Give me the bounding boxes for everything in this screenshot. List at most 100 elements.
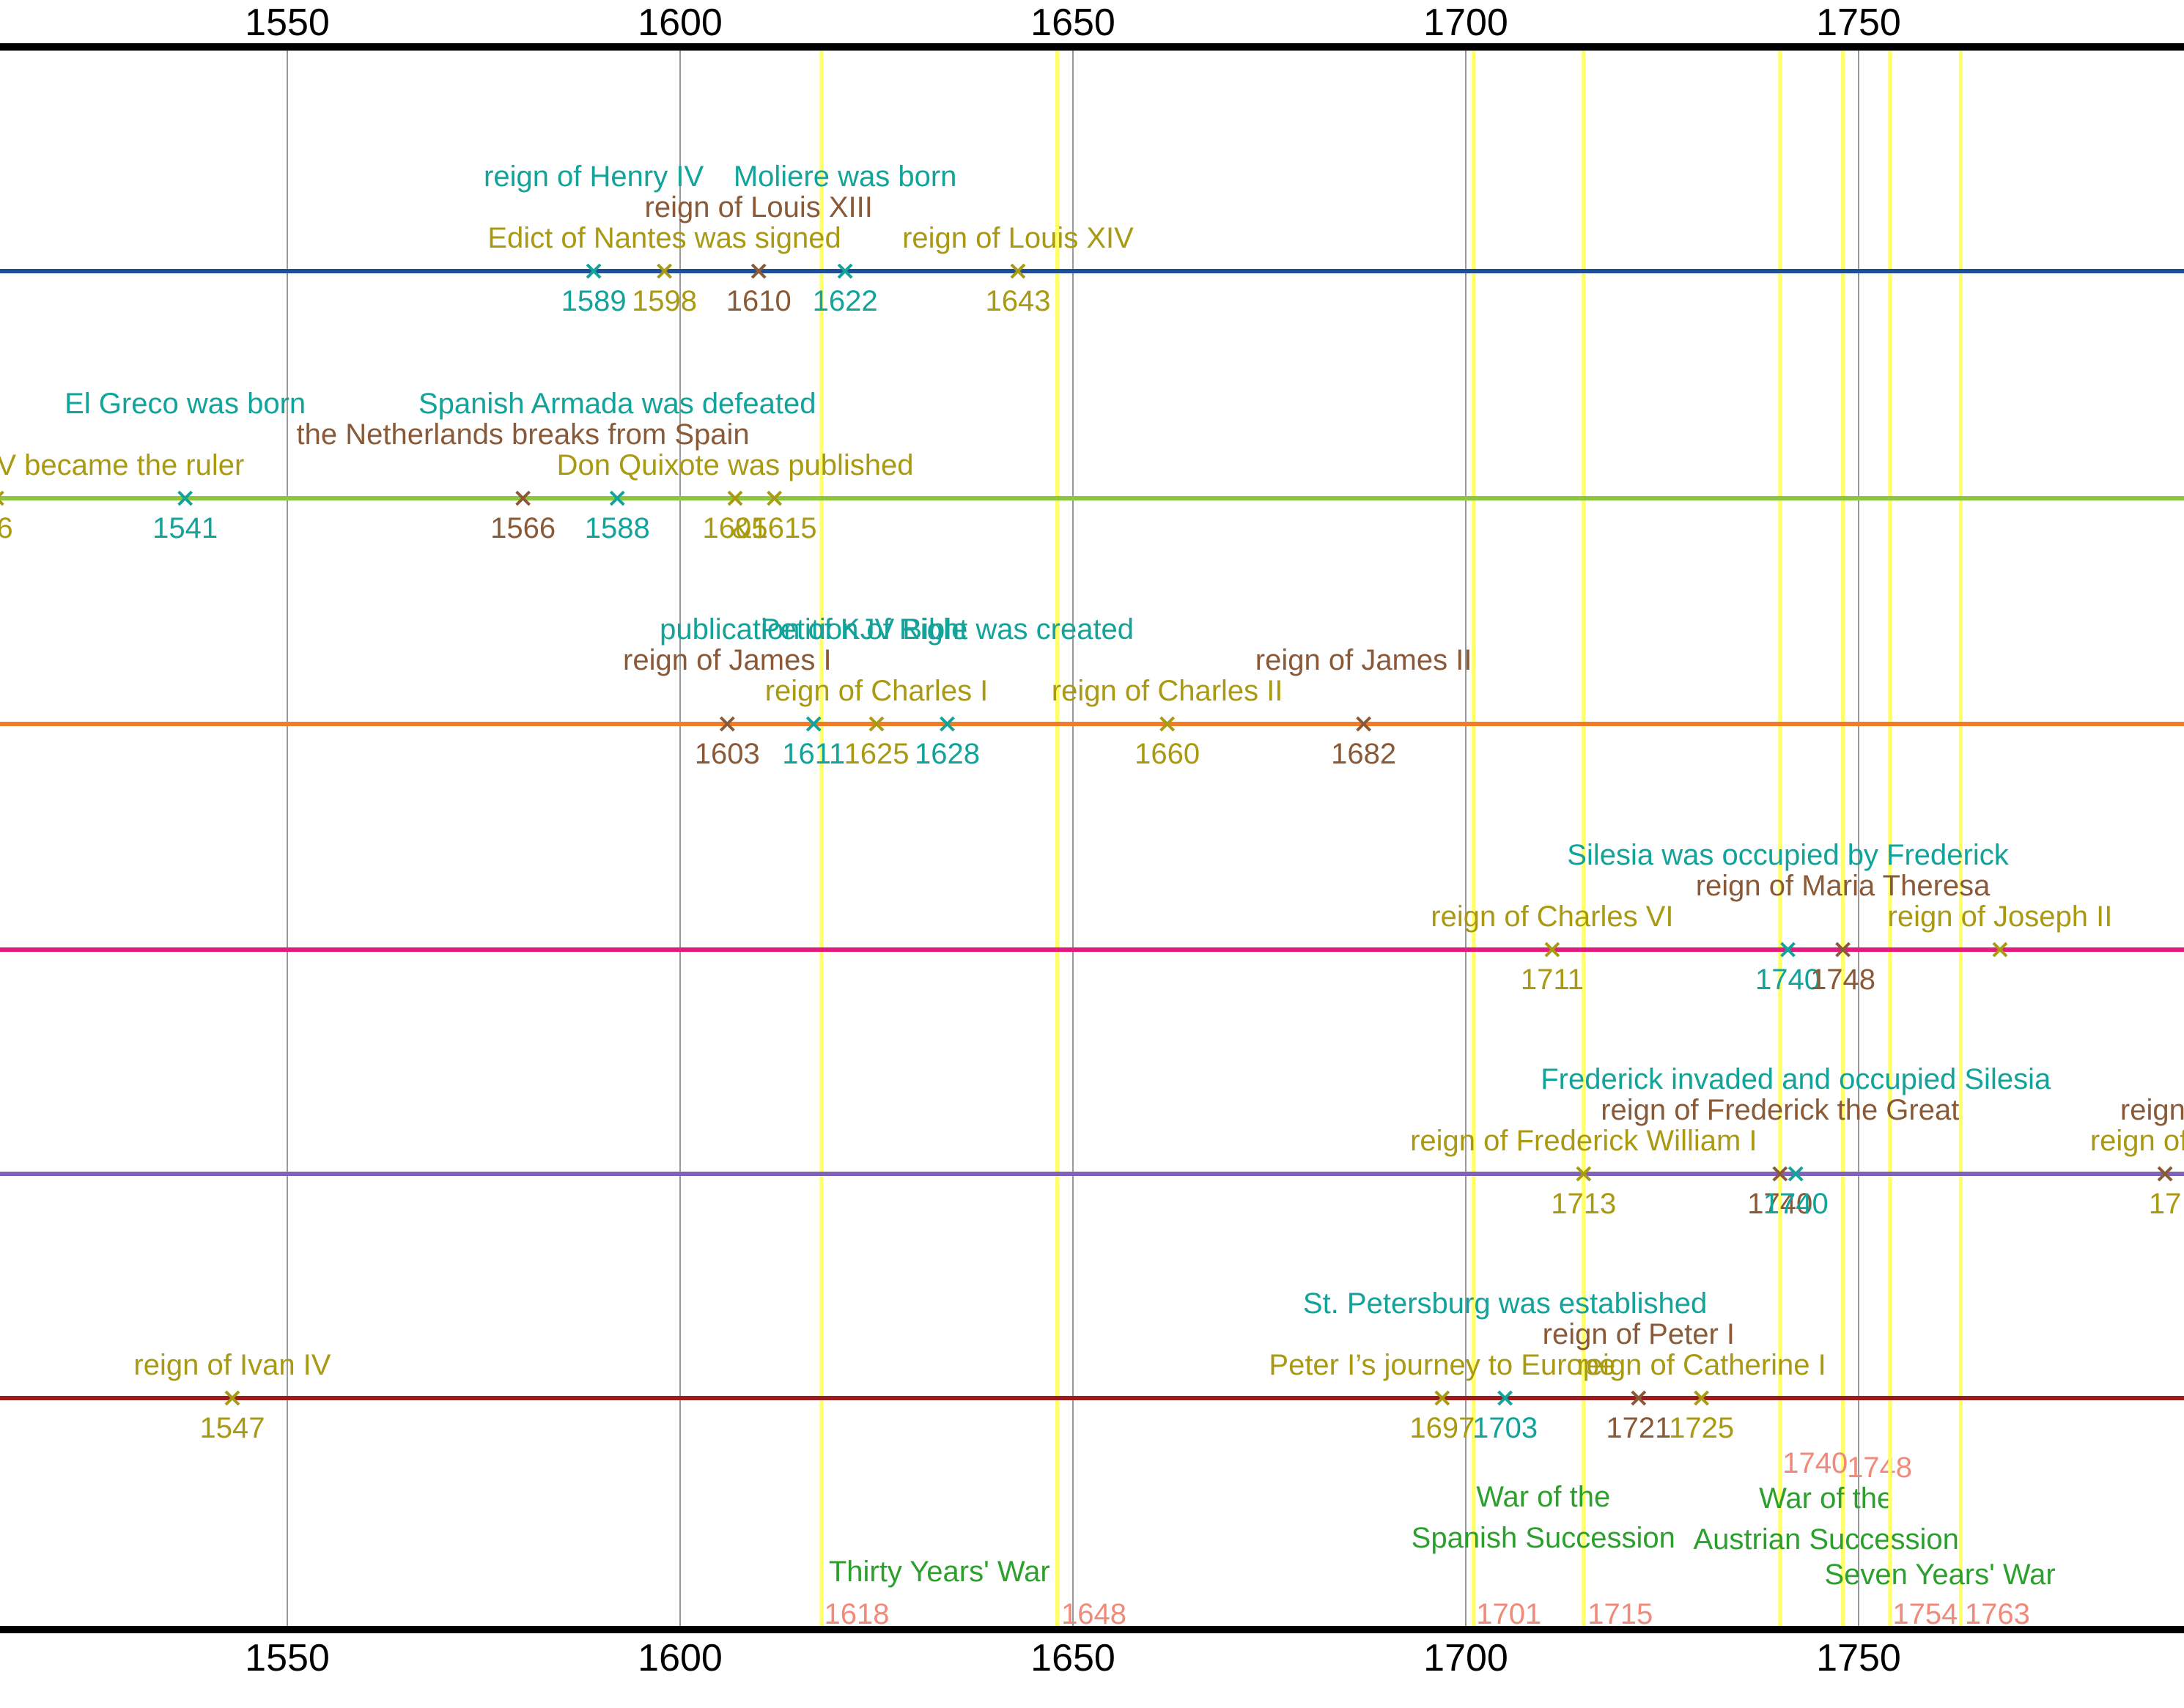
event-marker: St. Petersburg was established 1703: [1303, 1287, 1707, 1444]
event-marker: reign of James I 1603: [623, 644, 832, 770]
event-year: 1588: [585, 512, 650, 544]
bottom-axis-tick-label: 1700: [1423, 1637, 1508, 1679]
event-year: 1748: [1810, 964, 1875, 996]
event-label: Peter I’s journey to Europe: [1269, 1349, 1615, 1381]
event-year: &1615: [732, 512, 817, 544]
x-mark-icon: [515, 490, 531, 506]
event-label: reign of Joseph II: [1888, 901, 2113, 933]
event-marker: Frederick invaded and occupied Silesia 17…: [1541, 1063, 2051, 1220]
x-mark-icon: [868, 716, 885, 732]
period-start-year: 1618: [824, 1598, 889, 1630]
x-mark-icon: [1497, 1390, 1513, 1406]
x-mark-icon: [805, 716, 822, 732]
x-mark-icon: [1356, 716, 1372, 732]
event-year: 1547: [199, 1412, 265, 1444]
war-period: 1701 1715 War of the Spanish Succession: [1412, 47, 1675, 1630]
event-marker: V became the ruler 16: [0, 449, 244, 544]
event-label: reign of Catherine I: [1576, 1349, 1826, 1381]
x-mark-icon: [1772, 1166, 1788, 1182]
event-marker: reign of Louis XIV 1643: [902, 222, 1134, 317]
top-axis-tick-label: 1750: [1816, 1, 1901, 44]
event-label: reign of Frederick the Great: [1601, 1094, 1959, 1126]
x-mark-icon: [1788, 1166, 1804, 1182]
event-label: Frederick invaded and occupied Silesia: [1541, 1063, 2051, 1095]
event-label: reign o: [2120, 1094, 2184, 1126]
event-marker: Petition of Right was created 1628: [761, 613, 1134, 770]
event-label: reign of Frederick William I: [1410, 1125, 1757, 1157]
event-marker: reign of Peter I 1721: [1543, 1318, 1735, 1444]
event-marker: reign of Louis XIII 1610: [645, 191, 873, 317]
period-end-year: 1715: [1587, 1598, 1653, 1630]
bottom-axis-tick-label: 1550: [245, 1637, 330, 1679]
x-mark-icon: [224, 1390, 240, 1406]
event-marker: reign of Frederick William I 1713: [1410, 1125, 1757, 1220]
war-period: 1754 1763 Seven Years' War: [1825, 47, 2056, 1630]
event-label: reign of Peter I: [1543, 1318, 1735, 1350]
x-mark-icon: [1159, 716, 1176, 732]
event-marker: reign of Charles I 1625: [765, 675, 989, 770]
event-year: 1740: [1747, 1188, 1812, 1220]
timeline-lane-6: reign of Ivan IV 1547 Peter I’s journey to…: [0, 1287, 2184, 1444]
period-name: Seven Years' War: [1825, 1559, 2056, 1591]
event-marker: the Netherlands breaks from Spain 1566: [297, 418, 750, 544]
x-mark-icon: [1992, 942, 2008, 958]
event-year: 17: [2149, 1188, 2182, 1220]
x-mark-icon: [1576, 1166, 1592, 1182]
event-marker: reign of Henry IV 1589: [484, 160, 704, 317]
event-year: 1740: [1763, 1188, 1829, 1220]
x-mark-icon: [609, 490, 625, 506]
event-year: 1628: [915, 738, 980, 770]
event-label: publication of KJV Bible: [660, 613, 967, 646]
event-year: 1603: [695, 738, 760, 770]
grid-layer: [287, 47, 1859, 1630]
x-mark-icon: [1694, 1390, 1710, 1406]
period-end-year: 1748: [1847, 1452, 1912, 1484]
event-marker: reign of Frederick the Great 1740: [1601, 1094, 1959, 1220]
period-name: Austrian Succession: [1693, 1523, 1958, 1556]
event-label: Spanish Armada was defeated: [418, 388, 816, 420]
event-label: Edict of Nantes was signed: [487, 222, 841, 254]
event-marker: reign o: [2120, 1094, 2184, 1182]
event-year: 1740: [1755, 964, 1820, 996]
x-mark-icon: [1544, 942, 1560, 958]
event-year: 16: [0, 512, 13, 544]
period-start-year: 1740: [1782, 1447, 1848, 1479]
event-label: reign of Fre: [2090, 1125, 2184, 1157]
event-label: St. Petersburg was established: [1303, 1287, 1707, 1320]
event-marker: El Greco was born 1541: [64, 388, 306, 544]
event-year: 1611: [782, 738, 845, 770]
event-label: reign of Louis XIV: [902, 222, 1134, 254]
event-year: 1622: [813, 285, 878, 317]
x-mark-icon: [719, 716, 735, 732]
top-axis-tick-label: 1600: [638, 1, 723, 44]
event-label: El Greco was born: [64, 388, 306, 420]
event-year: 1566: [490, 512, 556, 544]
x-mark-icon: [0, 490, 4, 506]
event-label: the Netherlands breaks from Spain: [297, 418, 750, 451]
event-marker: reign of Fre 17: [2090, 1125, 2184, 1220]
x-mark-icon: [177, 490, 193, 506]
x-mark-icon: [940, 716, 955, 732]
x-mark-icon: [1010, 263, 1026, 279]
period-start-year: 1754: [1892, 1598, 1958, 1630]
event-marker: Edict of Nantes was signed 1598: [487, 222, 841, 317]
event-label: reign of Charles II: [1052, 675, 1283, 707]
event-year: 1711: [1521, 964, 1584, 996]
war-period: 1618 1648 Thirty Years' War: [819, 47, 1126, 1630]
period-name: War of the: [1759, 1482, 1893, 1515]
event-label: V became the ruler: [0, 449, 244, 481]
event-year: 1625: [844, 738, 910, 770]
x-mark-icon: [750, 263, 767, 279]
top-axis-tick-label: 1550: [245, 1, 330, 44]
event-year: 1605: [703, 512, 768, 544]
bottom-axis-tick-label: 1600: [638, 1637, 723, 1679]
x-mark-icon: [727, 490, 743, 506]
event-label: reign of Charles I: [765, 675, 989, 707]
event-year: 1610: [726, 285, 792, 317]
